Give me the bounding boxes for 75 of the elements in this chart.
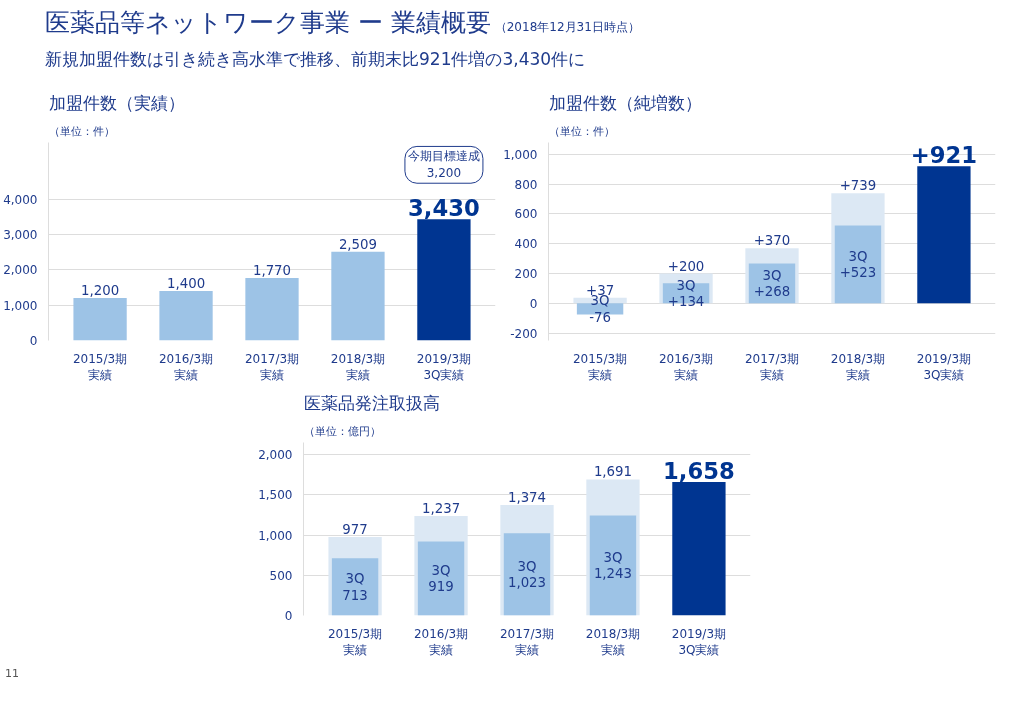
x-tick-label: 2016/3期実績 bbox=[658, 351, 714, 383]
y-tick-label: 3,000 bbox=[3, 227, 38, 242]
x-tick-label: 2019/3期3Q実績 bbox=[671, 626, 727, 658]
x-tick-label: 2016/3期実績 bbox=[158, 351, 214, 383]
x-tick-label: 2018/3期実績 bbox=[330, 351, 386, 383]
y-tick-label: 0 bbox=[29, 334, 38, 348]
y-tick-label: 600 bbox=[514, 207, 538, 222]
y-tick-label: 0 bbox=[529, 296, 538, 311]
x-tick-label: 2017/3期実績 bbox=[499, 626, 555, 658]
data-label: 1,770 bbox=[252, 262, 292, 278]
x-tick-label: 2016/3期実績 bbox=[413, 626, 469, 658]
bar bbox=[331, 558, 379, 616]
y-tick-label: 500 bbox=[269, 568, 293, 583]
data-label: 1,237 bbox=[421, 500, 461, 516]
data-label: 2,509 bbox=[338, 236, 378, 252]
text: （2018年12月31日時点） bbox=[493, 20, 640, 34]
y-tick-label: 200 bbox=[514, 267, 538, 282]
y-tick-label: 400 bbox=[514, 237, 538, 252]
y-tick-label: 1,000 bbox=[258, 528, 293, 543]
chart-title: 医薬品発注取扱高 bbox=[303, 392, 440, 413]
y-tick-label: 2,000 bbox=[258, 448, 293, 463]
data-label: 1,691 bbox=[593, 464, 633, 480]
text: 11 bbox=[5, 666, 19, 682]
bar bbox=[503, 533, 551, 616]
x-tick-label: 2017/3期実績 bbox=[744, 351, 800, 383]
data-label: +921 bbox=[910, 142, 978, 169]
x-tick-label: 2018/3期実績 bbox=[830, 351, 886, 383]
chart-subtitle: （単位：億円） bbox=[303, 424, 381, 438]
bar bbox=[589, 515, 637, 616]
chart-title: 加盟件数（実績） bbox=[48, 92, 185, 113]
bar bbox=[245, 277, 299, 341]
y-tick-label: 2,000 bbox=[3, 263, 38, 278]
data-label: +739 bbox=[839, 178, 877, 194]
data-label: 1,200 bbox=[81, 283, 120, 299]
chart-subtitle: （単位：件） bbox=[548, 124, 615, 138]
data-label: +200 bbox=[667, 258, 705, 274]
data-label: 3Q 919 bbox=[428, 562, 454, 595]
bar bbox=[73, 298, 127, 341]
bar bbox=[834, 225, 882, 304]
data-label: 977 bbox=[342, 521, 368, 537]
x-tick-label: 2019/3期3Q実績 bbox=[916, 351, 972, 383]
chart-title: 加盟件数（純増数） bbox=[548, 92, 702, 113]
data-label: 3Q 1,243 bbox=[593, 549, 633, 582]
bar bbox=[672, 482, 726, 616]
x-tick-label: 2015/3期実績 bbox=[72, 351, 128, 383]
bar bbox=[417, 219, 471, 341]
data-label: 3Q +268 bbox=[753, 267, 791, 300]
data-label: +370 bbox=[753, 233, 791, 249]
annotation: 今期目標達成 3,200 bbox=[407, 149, 480, 181]
x-tick-label: 2018/3期実績 bbox=[585, 626, 641, 658]
data-label: 3,430 bbox=[408, 195, 480, 222]
bar bbox=[159, 291, 213, 341]
text: 新規加盟件数は引き続き高水準で推移、前期末比921件増の3,430件に bbox=[45, 47, 587, 71]
data-label: 3Q +523 bbox=[839, 248, 877, 281]
data-label: 3Q 713 bbox=[342, 571, 368, 603]
y-tick-label: 800 bbox=[514, 177, 538, 192]
x-tick-label: 2015/3期実績 bbox=[327, 626, 383, 658]
data-label: 1,374 bbox=[507, 489, 547, 505]
data-label: 1,400 bbox=[166, 276, 206, 291]
y-tick-label: 4,000 bbox=[3, 192, 38, 207]
chart-subtitle: （単位：件） bbox=[48, 124, 115, 138]
bar bbox=[417, 541, 465, 616]
x-tick-label: 2019/3期3Q実績 bbox=[416, 351, 472, 383]
y-tick-label: -200 bbox=[510, 326, 538, 341]
x-tick-label: 2015/3期実績 bbox=[572, 351, 628, 383]
data-label: 1,658 bbox=[663, 458, 735, 485]
y-tick-label: 1,000 bbox=[503, 147, 538, 162]
x-tick-label: 2017/3期実績 bbox=[244, 351, 300, 383]
bar bbox=[917, 166, 971, 304]
y-tick-label: 1,500 bbox=[258, 488, 293, 503]
bar bbox=[331, 251, 385, 341]
text: 医薬品等ネットワーク事業 ー 業績概要 bbox=[45, 8, 491, 37]
y-tick-label: 0 bbox=[284, 609, 293, 623]
y-tick-label: 1,000 bbox=[3, 298, 38, 313]
data-label: 3Q 1,023 bbox=[507, 558, 547, 591]
